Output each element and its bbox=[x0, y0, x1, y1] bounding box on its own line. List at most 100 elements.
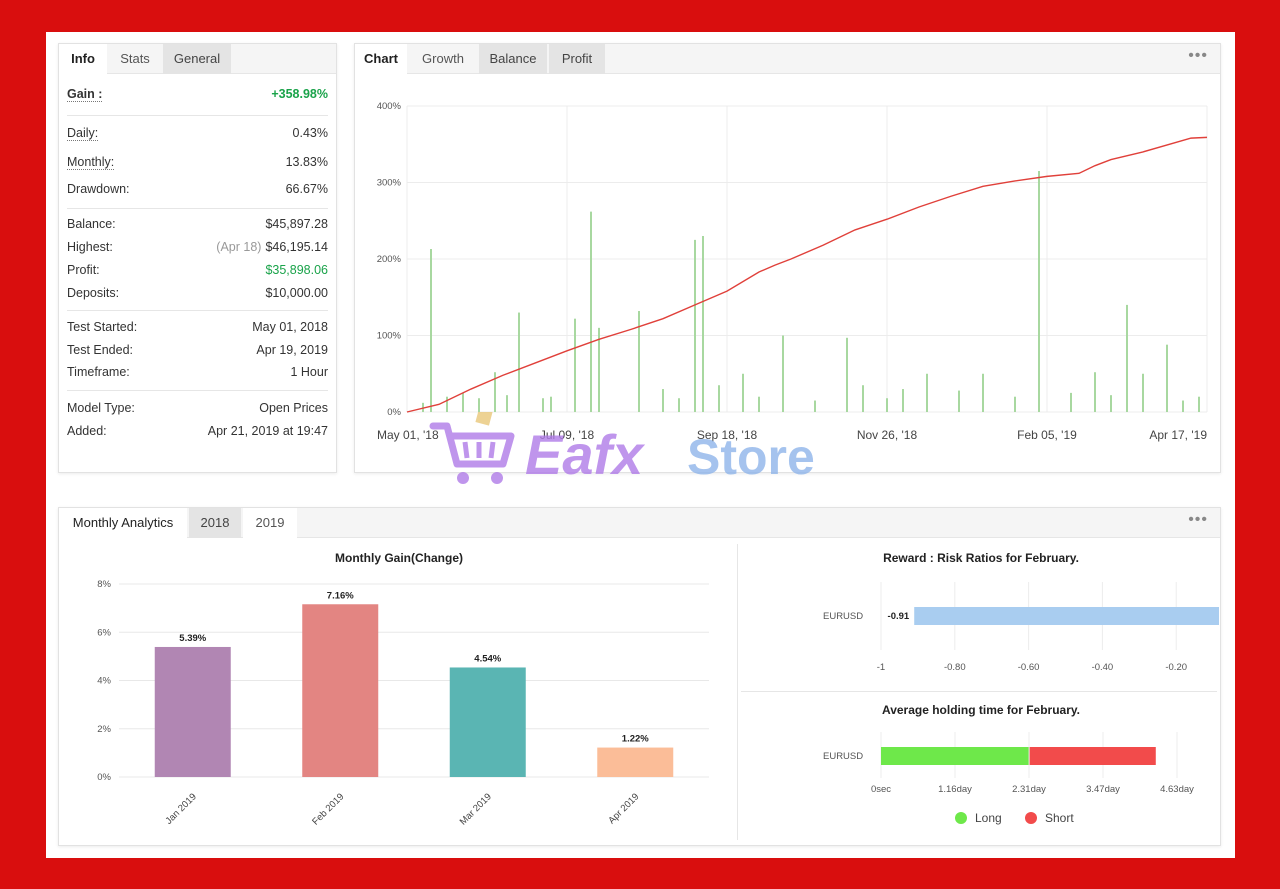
ratio-bar[interactable] bbox=[914, 607, 1219, 625]
x-tick-label: -0.20 bbox=[1165, 662, 1187, 673]
long-bar[interactable] bbox=[881, 747, 1029, 765]
tab-info[interactable]: Info bbox=[59, 44, 107, 74]
legend-short-label[interactable]: Short bbox=[1045, 811, 1074, 825]
y-tick-label: 400% bbox=[377, 101, 402, 112]
month-bar[interactable] bbox=[302, 604, 379, 777]
x-tick-label: 1.16day bbox=[938, 784, 972, 795]
tab-growth[interactable]: Growth bbox=[422, 51, 464, 66]
logo-text-store: Store bbox=[687, 429, 815, 485]
panel-divider-h bbox=[741, 691, 1217, 692]
separator bbox=[67, 310, 328, 311]
logo-text-eafx: Eafx bbox=[525, 423, 646, 486]
reward-risk-chart: Reward : Risk Ratios for February. -1 -0.8… bbox=[823, 551, 1219, 673]
category-label: Jan 2019 bbox=[163, 791, 198, 826]
legend-long-marker bbox=[955, 812, 967, 824]
x-tick-label: 3.47day bbox=[1086, 784, 1120, 795]
x-tick-label: Sep 18, '18 bbox=[697, 428, 758, 442]
x-tick-label: 4.63day bbox=[1160, 784, 1194, 795]
info-value: (Apr 18) $46,195.14 bbox=[216, 240, 328, 254]
category-label: Feb 2019 bbox=[310, 791, 346, 827]
info-value: $45,897.28 bbox=[265, 217, 328, 231]
bar-value-label: 7.16% bbox=[327, 590, 354, 601]
info-label: Monthly: bbox=[67, 155, 115, 170]
y-tick-label: 4% bbox=[97, 676, 111, 687]
info-label: Balance: bbox=[67, 217, 116, 231]
info-value: Open Prices bbox=[259, 401, 328, 415]
info-label: Gain : bbox=[67, 87, 103, 102]
info-label: Highest: bbox=[67, 240, 113, 254]
y-tick-label: 300% bbox=[377, 178, 402, 189]
info-value-text: $35,898.06 bbox=[265, 263, 328, 277]
tab-year-2018[interactable]: 2018 bbox=[189, 508, 241, 538]
info-label: Profit: bbox=[67, 263, 100, 277]
chart-tabs: Chart Growth Balance Profit ••• bbox=[355, 44, 1220, 74]
growth-chart-panel: Chart Growth Balance Profit ••• 0% 100% 20… bbox=[354, 43, 1221, 473]
x-tick-label: -1 bbox=[877, 662, 885, 673]
short-bar[interactable] bbox=[1029, 747, 1156, 765]
info-label: Daily: bbox=[67, 126, 99, 141]
growth-line bbox=[406, 136, 1208, 413]
y-tick-label: 8% bbox=[97, 579, 111, 590]
growth-chart: 0% 100% 200% 300% 400% May 01, '18 Jul 09, '18… bbox=[377, 101, 1208, 442]
y-tick-label: 0% bbox=[387, 407, 401, 418]
info-value: +358.98% bbox=[271, 87, 328, 101]
monthly-gain-chart: Monthly Gain(Change) 0% 2% 4% 6% 8% 5.39% Jan 2… bbox=[97, 551, 709, 828]
tab-chart[interactable]: Chart bbox=[355, 44, 407, 74]
category-label: EURUSD bbox=[823, 611, 863, 622]
month-bar[interactable] bbox=[154, 646, 231, 777]
tab-stats[interactable]: Stats bbox=[120, 51, 150, 66]
x-tick-label: Nov 26, '18 bbox=[857, 428, 918, 442]
eafx-store-logo: Eafx Store bbox=[429, 412, 815, 486]
monthly-analytics-panel: Monthly Analytics 2018 2019 ••• Monthly … bbox=[58, 507, 1221, 846]
monthly-tabs: Monthly Analytics 2018 2019 ••• bbox=[59, 508, 1220, 538]
info-label: Test Started: bbox=[67, 320, 138, 334]
y-tick-label: 200% bbox=[377, 254, 402, 265]
x-tick-label: -0.60 bbox=[1018, 662, 1040, 673]
holding-time-chart: Average holding time for February. 0sec 1.… bbox=[823, 703, 1194, 825]
info-value: Apr 21, 2019 at 19:47 bbox=[208, 424, 328, 438]
y-tick-label: 6% bbox=[97, 627, 111, 638]
info-value: Apr 19, 2019 bbox=[256, 343, 328, 357]
x-tick-label: May 01, '18 bbox=[377, 428, 439, 442]
legend-long-label[interactable]: Long bbox=[975, 811, 1002, 825]
info-value: $35,898.06 bbox=[265, 263, 328, 277]
info-label: Deposits: bbox=[67, 286, 120, 300]
tab-year-2019[interactable]: 2019 bbox=[243, 508, 297, 538]
tab-monthly-analytics[interactable]: Monthly Analytics bbox=[59, 508, 187, 538]
info-value-text: 0.43% bbox=[292, 126, 328, 140]
tab-balance[interactable]: Balance bbox=[479, 44, 547, 74]
separator bbox=[67, 115, 328, 116]
bar-value-label: 5.39% bbox=[179, 633, 206, 644]
separator bbox=[67, 390, 328, 391]
x-tick-label: -0.40 bbox=[1092, 662, 1114, 673]
x-tick-label: 0sec bbox=[871, 784, 891, 795]
info-value: 66.67% bbox=[286, 182, 328, 196]
info-value-text: Apr 19, 2019 bbox=[256, 343, 328, 357]
month-bar[interactable] bbox=[597, 747, 674, 777]
x-tick-label: 2.31day bbox=[1012, 784, 1046, 795]
info-label: Test Ended: bbox=[67, 343, 134, 357]
tab-profit[interactable]: Profit bbox=[549, 44, 605, 74]
info-value: 0.43% bbox=[293, 126, 328, 140]
info-value-text: $45,897.28 bbox=[265, 217, 328, 231]
bar-value-label: 4.54% bbox=[474, 653, 501, 664]
info-label: Model Type: bbox=[67, 401, 135, 415]
info-label: Timeframe: bbox=[67, 365, 130, 379]
info-value-text: Open Prices bbox=[259, 401, 328, 415]
info-value: 1 Hour bbox=[290, 365, 328, 379]
info-value-text: 1 Hour bbox=[290, 365, 328, 379]
info-label: Added: bbox=[67, 424, 107, 438]
info-panel: Info Stats General Gain : +358.98% Daily: 0… bbox=[58, 43, 337, 473]
info-value-text: $46,195.14 bbox=[265, 240, 328, 254]
tab-general[interactable]: General bbox=[163, 44, 231, 74]
separator bbox=[67, 208, 328, 209]
shopping-cart-icon bbox=[429, 412, 515, 484]
month-bar[interactable] bbox=[449, 667, 526, 777]
info-tabs: Info Stats General bbox=[59, 44, 336, 74]
bar-value-label: -0.91 bbox=[888, 611, 910, 622]
info-value-text: Apr 21, 2019 at 19:47 bbox=[207, 424, 328, 438]
panel-divider bbox=[737, 544, 738, 840]
monthly-menu-icon[interactable]: ••• bbox=[1188, 511, 1208, 528]
info-value: $10,000.00 bbox=[265, 286, 328, 300]
chart-menu-icon[interactable]: ••• bbox=[1188, 47, 1208, 64]
